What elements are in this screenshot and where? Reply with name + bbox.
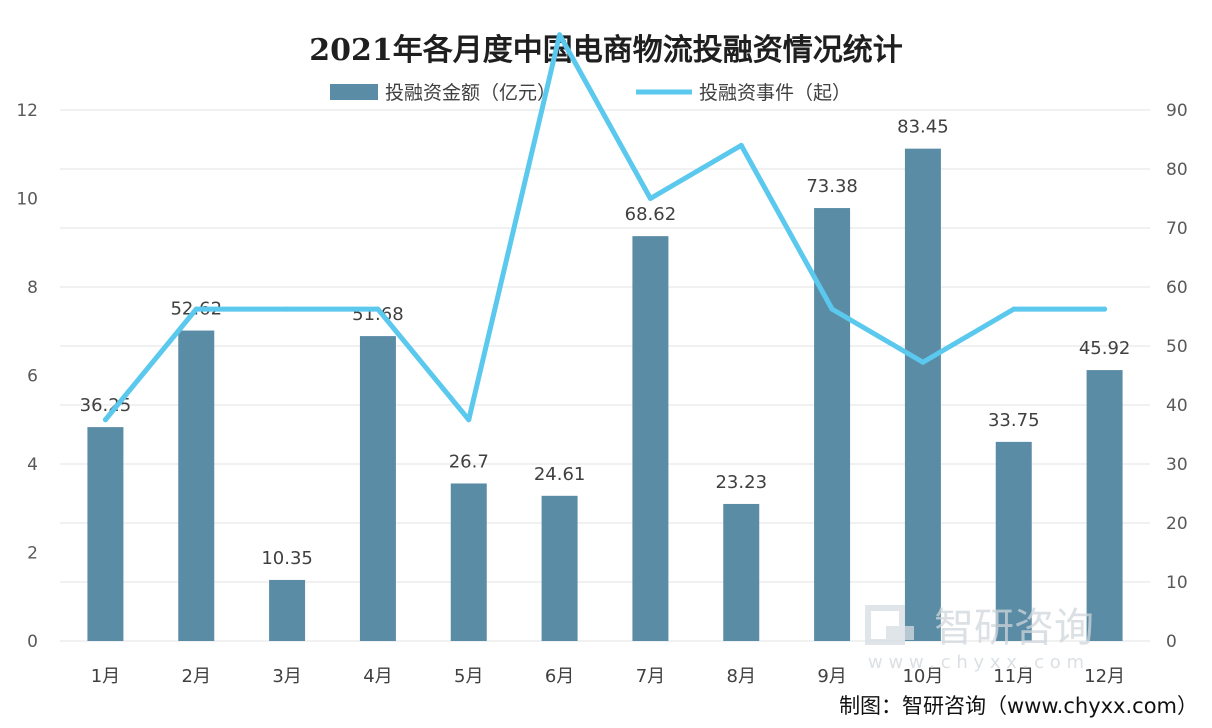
bar-value-label: 68.62 [625, 204, 677, 225]
legend-bar-swatch [330, 84, 378, 100]
bar [178, 330, 215, 641]
watermark-text: 智研咨询 [934, 605, 1094, 651]
bar-value-label: 73.38 [806, 176, 858, 197]
legend: 投融资金额（亿元） 投融资事件（起） [330, 82, 851, 104]
line-point [557, 32, 563, 38]
x-axis: 1月 2月 3月 4月 5月 6月 7月 8月 9月 10月 11月 12月 [91, 666, 1125, 687]
x-tick-label: 4月 [363, 666, 392, 687]
y-tick-left: 0 [27, 632, 38, 652]
bar [814, 208, 851, 642]
x-tick-label: 9月 [817, 666, 846, 687]
x-tick-label: 2月 [182, 666, 211, 687]
y-tick-right: 80 [1166, 160, 1188, 180]
x-tick-label: 1月 [91, 666, 120, 687]
x-tick-label: 8月 [727, 666, 756, 687]
y-tick-right: 40 [1166, 396, 1188, 416]
bar-series [87, 148, 1123, 642]
x-tick-label: 3月 [272, 666, 301, 687]
y-tick-right: 30 [1166, 455, 1188, 475]
bar [723, 503, 760, 641]
chart-title: 2021年各月度中国电商物流投融资情况统计 [309, 33, 903, 68]
bar [541, 495, 578, 641]
y-axis-right: 0 10 20 30 40 50 60 70 80 90 [1166, 101, 1188, 652]
y-tick-right: 60 [1166, 278, 1188, 298]
y-tick-left: 4 [27, 455, 38, 475]
x-tick-label: 10月 [902, 666, 943, 687]
y-tick-left: 12 [16, 101, 38, 121]
bar-value-label: 26.7 [449, 451, 489, 472]
y-axis-left: 0 2 4 6 8 10 12 [16, 101, 38, 652]
y-tick-right: 10 [1166, 573, 1188, 593]
bar [1086, 370, 1123, 641]
bar [269, 579, 306, 641]
y-tick-right: 70 [1166, 219, 1188, 239]
line-point [284, 306, 290, 312]
legend-bar-label: 投融资金额（亿元） [385, 82, 556, 104]
line-point [738, 142, 744, 148]
gridlines [60, 109, 1150, 642]
line-point [920, 359, 926, 365]
line-point [1011, 306, 1017, 312]
watermark-url: w w w . c h y x x . c o m [868, 652, 1084, 673]
watermark-logo-icon [865, 605, 914, 645]
line-point [829, 306, 835, 312]
bar-data-labels: 36.2552.6210.3551.6826.724.6168.6223.237… [80, 117, 1131, 569]
line-point [1102, 306, 1108, 312]
x-tick-label: 11月 [993, 666, 1034, 687]
bar-value-label: 83.45 [897, 117, 949, 138]
bar-value-label: 24.61 [534, 464, 586, 485]
source-note: 制图：智研咨询（www.chyxx.com） [839, 694, 1198, 718]
legend-line-label: 投融资事件（起） [699, 82, 851, 104]
line-series [102, 32, 1108, 423]
line-point [647, 196, 653, 201]
bar-value-label: 45.92 [1079, 338, 1131, 359]
y-tick-left: 6 [27, 367, 38, 387]
series-line [102, 32, 1108, 423]
bar-value-label: 10.35 [261, 548, 313, 569]
watermark: 智研咨询 w w w . c h y x x . c o m [865, 605, 1094, 673]
x-tick-label: 6月 [545, 666, 574, 687]
line-point [466, 417, 472, 423]
x-tick-label: 12月 [1084, 666, 1125, 687]
bar-value-label: 23.23 [715, 472, 767, 493]
bar [995, 441, 1032, 641]
y-tick-right: 0 [1166, 632, 1177, 652]
bar [904, 148, 941, 641]
x-tick-label: 7月 [636, 666, 665, 687]
bar [632, 236, 669, 641]
bar [450, 483, 487, 641]
line-point [102, 417, 108, 423]
y-tick-right: 50 [1166, 337, 1188, 357]
y-tick-right: 20 [1166, 514, 1188, 534]
line-point [193, 306, 199, 312]
y-tick-left: 8 [27, 278, 38, 298]
y-tick-left: 10 [16, 190, 38, 210]
x-tick-label: 5月 [454, 666, 483, 687]
y-tick-left: 2 [27, 544, 38, 564]
y-tick-right: 90 [1166, 101, 1188, 121]
bar [87, 427, 124, 641]
bar [359, 336, 396, 641]
bar-value-label: 33.75 [988, 410, 1040, 431]
line-point [375, 306, 381, 312]
